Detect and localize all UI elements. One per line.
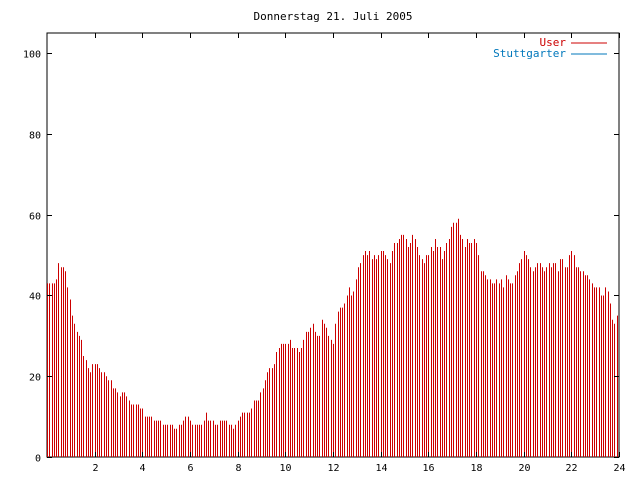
x-tick-label: 22 <box>565 463 577 474</box>
y-tick-label: 60 <box>29 212 41 223</box>
x-tick-label: 24 <box>613 463 625 474</box>
x-tick-label: 10 <box>279 463 291 474</box>
x-tick-label: 6 <box>187 463 193 474</box>
y-tick-label: 80 <box>29 131 41 142</box>
x-tick-label: 14 <box>375 463 387 474</box>
x-tick-label: 2 <box>92 463 98 474</box>
chart-title: Donnerstag 21. Juli 2005 <box>254 10 413 23</box>
legend-label-stuttgarter: Stuttgarter <box>493 47 566 60</box>
x-tick-label: 18 <box>470 463 482 474</box>
x-tick-label: 12 <box>327 463 339 474</box>
x-tick-label: 4 <box>139 463 145 474</box>
bar-series-user <box>47 218 618 457</box>
legend-label-user: User <box>540 36 567 49</box>
x-tick-label: 8 <box>235 463 241 474</box>
y-tick-label: 100 <box>23 50 41 61</box>
y-tick-label: 20 <box>29 373 41 384</box>
y-tick-label: 0 <box>35 454 41 465</box>
y-tick-label: 40 <box>29 292 41 303</box>
x-tick-label: 20 <box>518 463 530 474</box>
legend: User Stuttgarter <box>493 36 607 60</box>
x-tick-label: 16 <box>422 463 434 474</box>
